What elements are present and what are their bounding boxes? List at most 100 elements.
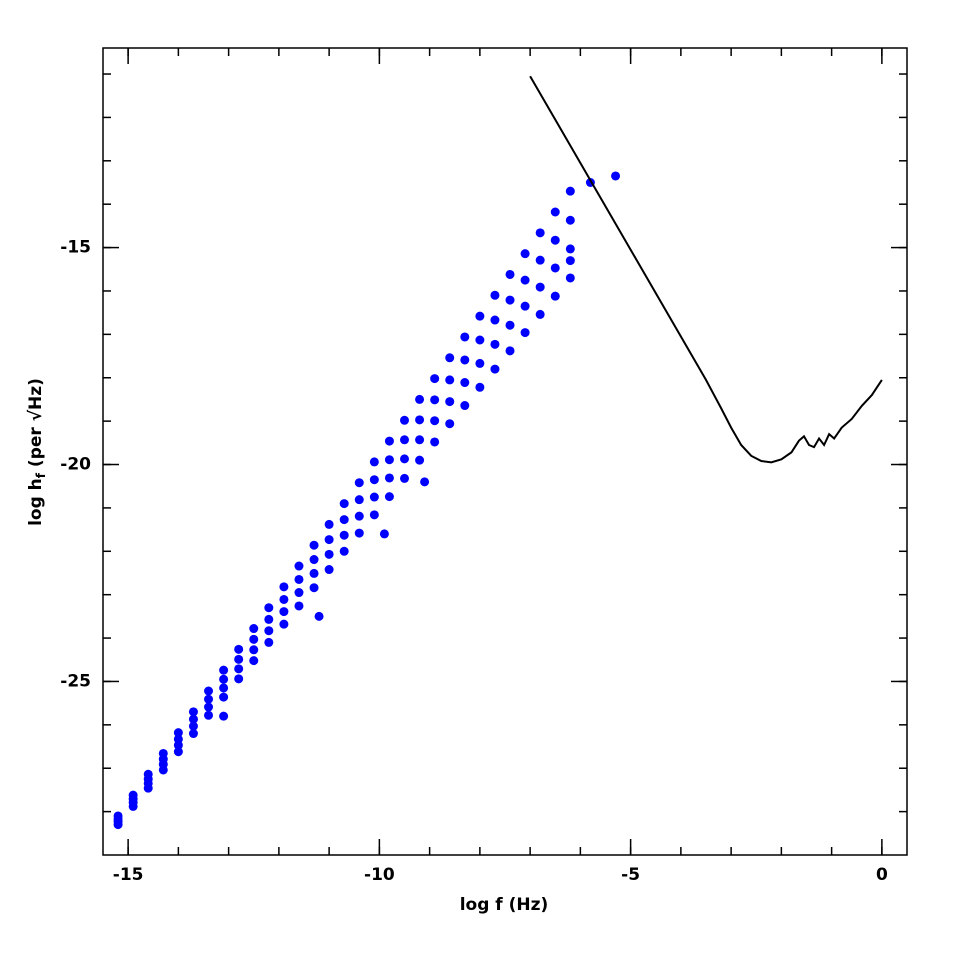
scatter-point <box>264 637 274 647</box>
scatter-point <box>505 295 515 305</box>
scatter-point <box>219 711 229 721</box>
y-tick-label: -20 <box>60 455 91 475</box>
scatter-point <box>204 702 214 712</box>
scatter-point <box>369 457 379 467</box>
scatter-point <box>309 568 319 578</box>
x-tick-label: -10 <box>364 865 395 885</box>
y-tick-label: -15 <box>60 238 91 258</box>
y-axis-title-part: log h <box>26 478 46 526</box>
scatter-point <box>430 416 440 426</box>
line <box>529 75 883 464</box>
scatter-point <box>384 436 394 446</box>
scatter-point <box>339 499 349 509</box>
scatter-point <box>264 626 274 636</box>
scatter-point <box>384 473 394 483</box>
scatter-point <box>234 664 244 674</box>
scatter-point <box>354 495 364 505</box>
scatter-point <box>219 674 229 684</box>
scatter-point <box>219 692 229 702</box>
scatter-point <box>294 574 304 584</box>
scatter-point <box>204 710 214 720</box>
scatter-point <box>445 353 455 363</box>
scatter-point <box>505 346 515 356</box>
scatter-point <box>490 290 500 300</box>
scatter-point <box>460 332 470 342</box>
scatter-point <box>475 358 485 368</box>
scatter-point <box>324 535 334 545</box>
scatter-point <box>264 603 274 613</box>
scatter-point <box>339 546 349 556</box>
scatter-point <box>400 454 409 464</box>
scatter-point <box>415 394 425 404</box>
scatter-point <box>113 820 123 830</box>
scatter-point <box>158 765 168 775</box>
scatter-point <box>249 634 259 644</box>
y-axis-title-subscript: f <box>34 472 48 478</box>
x-tick-label: -15 <box>113 865 144 885</box>
scatter-point <box>249 656 259 666</box>
x-tick-label: -5 <box>621 865 640 885</box>
plot-frame <box>102 47 908 856</box>
scatter-point <box>550 207 560 217</box>
scatter-point <box>520 275 530 285</box>
scatter-point <box>294 561 304 571</box>
scatter-point <box>565 186 575 196</box>
scatter-point <box>475 382 485 392</box>
scatter-point <box>505 320 515 330</box>
scatter-point <box>234 654 244 664</box>
scatter-point <box>475 335 485 345</box>
scatter-point <box>354 511 364 521</box>
scatter-point <box>430 395 440 405</box>
scatter-point <box>420 477 430 487</box>
scatter-point <box>535 309 545 319</box>
scatter-point <box>324 549 334 559</box>
scatter-point <box>490 339 500 349</box>
scatter-point <box>234 674 244 684</box>
scatter-point <box>188 707 198 717</box>
scatter-point <box>264 614 274 624</box>
scatter-point <box>309 555 319 565</box>
scatter-point <box>565 244 575 254</box>
scatter-point <box>384 492 394 502</box>
scatter-point <box>309 540 319 550</box>
scatter-point <box>490 315 500 325</box>
scatter-point <box>314 611 324 621</box>
scatter-point <box>204 694 214 704</box>
scatter-point <box>535 228 545 238</box>
scatter-point <box>520 301 530 311</box>
scatter-point <box>535 255 545 265</box>
scatter-point <box>128 801 138 811</box>
scatter-point <box>294 601 304 611</box>
scatter-point <box>550 235 560 245</box>
scatter-point <box>279 607 289 617</box>
scatter-point <box>415 415 425 425</box>
scatter-point <box>234 644 244 654</box>
scatter-point <box>188 714 198 724</box>
scatter-point <box>475 311 485 321</box>
scatter-point <box>430 437 440 447</box>
scatter-point <box>354 478 364 488</box>
scatter-point <box>400 435 409 445</box>
scatter-point <box>279 594 289 604</box>
scatter-point <box>173 728 183 738</box>
scatter-point <box>369 492 379 502</box>
scatter-point <box>369 475 379 485</box>
y-axis-title: log hf (per √Hz) <box>26 378 48 526</box>
scatter-point <box>279 619 289 629</box>
scatter-point <box>324 565 334 575</box>
scatter-point <box>415 455 425 465</box>
scatter-point <box>445 375 455 385</box>
scatter-point <box>415 435 425 445</box>
scatter-point <box>309 583 319 593</box>
scatter-point <box>505 269 515 279</box>
scatter-point <box>384 455 394 465</box>
scatter-point <box>460 355 470 365</box>
scatter-point <box>520 328 530 338</box>
scatter-point <box>324 519 334 529</box>
scatter-point <box>565 273 575 283</box>
scatter-point <box>460 378 470 388</box>
x-axis-title: log f (Hz) <box>460 895 549 915</box>
scatter-point <box>550 291 560 301</box>
scatter-point <box>400 473 409 483</box>
